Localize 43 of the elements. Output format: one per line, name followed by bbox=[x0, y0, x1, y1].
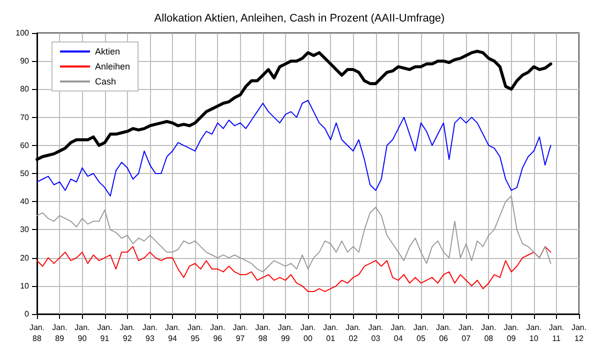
x-tick-label: Jan. 02 bbox=[346, 323, 361, 343]
y-tick-label: 80 bbox=[20, 84, 30, 94]
y-tick-label: 30 bbox=[20, 225, 30, 234]
x-tick-label: Jan. 12 bbox=[571, 323, 587, 343]
legend-label: Aktien bbox=[95, 46, 120, 56]
x-tick-label: Jan. 09 bbox=[504, 323, 519, 343]
x-tick-label: Jan. 00 bbox=[300, 323, 316, 343]
y-tick-label: 0 bbox=[24, 310, 30, 318]
x-tick-label: Jan. 06 bbox=[436, 323, 452, 343]
x-tick-label: Jan. 95 bbox=[188, 323, 203, 343]
legend-label: Cash bbox=[95, 76, 116, 86]
y-tick-label: 60 bbox=[20, 140, 30, 150]
x-tick-label: Jan. 04 bbox=[390, 323, 406, 343]
x-tick-label: Jan. 99 bbox=[278, 323, 293, 343]
x-tick-label: Jan. 08 bbox=[481, 323, 496, 343]
x-tick-label: Jan. 90 bbox=[74, 323, 90, 343]
y-tick-label: 10 bbox=[20, 281, 30, 290]
y-tick-label: 90 bbox=[20, 56, 30, 66]
x-tick-label: Jan. 98 bbox=[255, 323, 270, 343]
x-tick-label: Jan. 10 bbox=[526, 323, 542, 343]
x-tick-label: Jan. 07 bbox=[458, 323, 474, 343]
x-tick-label: Jan. 97 bbox=[232, 323, 248, 343]
x-tick-label: Jan. 94 bbox=[164, 323, 180, 343]
x-tick-label: Jan. 92 bbox=[120, 323, 135, 343]
x-tick-label: Jan. 03 bbox=[368, 323, 384, 343]
x-tick-label: Jan. 05 bbox=[413, 323, 429, 343]
x-tick-label: Jan. 91 bbox=[97, 323, 112, 343]
line-series bbox=[36, 100, 552, 196]
y-tick-label: 100 bbox=[16, 28, 30, 38]
y-tick-label: 50 bbox=[20, 169, 30, 178]
y-tick-label: 20 bbox=[20, 253, 30, 262]
line-series bbox=[36, 195, 552, 272]
x-tick-label: Jan. 89 bbox=[52, 323, 68, 343]
x-tick-label: Jan. 96 bbox=[210, 323, 226, 343]
x-tick-label: Jan. 93 bbox=[142, 323, 158, 343]
y-tick-label: 70 bbox=[20, 112, 30, 122]
y-tick-label: 40 bbox=[20, 197, 30, 206]
x-tick-label: Jan. 11 bbox=[548, 323, 564, 343]
x-tick-label: Jan. 88 bbox=[29, 323, 45, 343]
legend-label: Anleihen bbox=[95, 62, 130, 72]
chart-title: Allokation Aktien, Anleihen, Cash in Prozent (AAII-Umfrage) bbox=[154, 12, 445, 24]
line-series bbox=[36, 246, 552, 292]
x-tick-label: Jan. 01 bbox=[323, 323, 338, 343]
